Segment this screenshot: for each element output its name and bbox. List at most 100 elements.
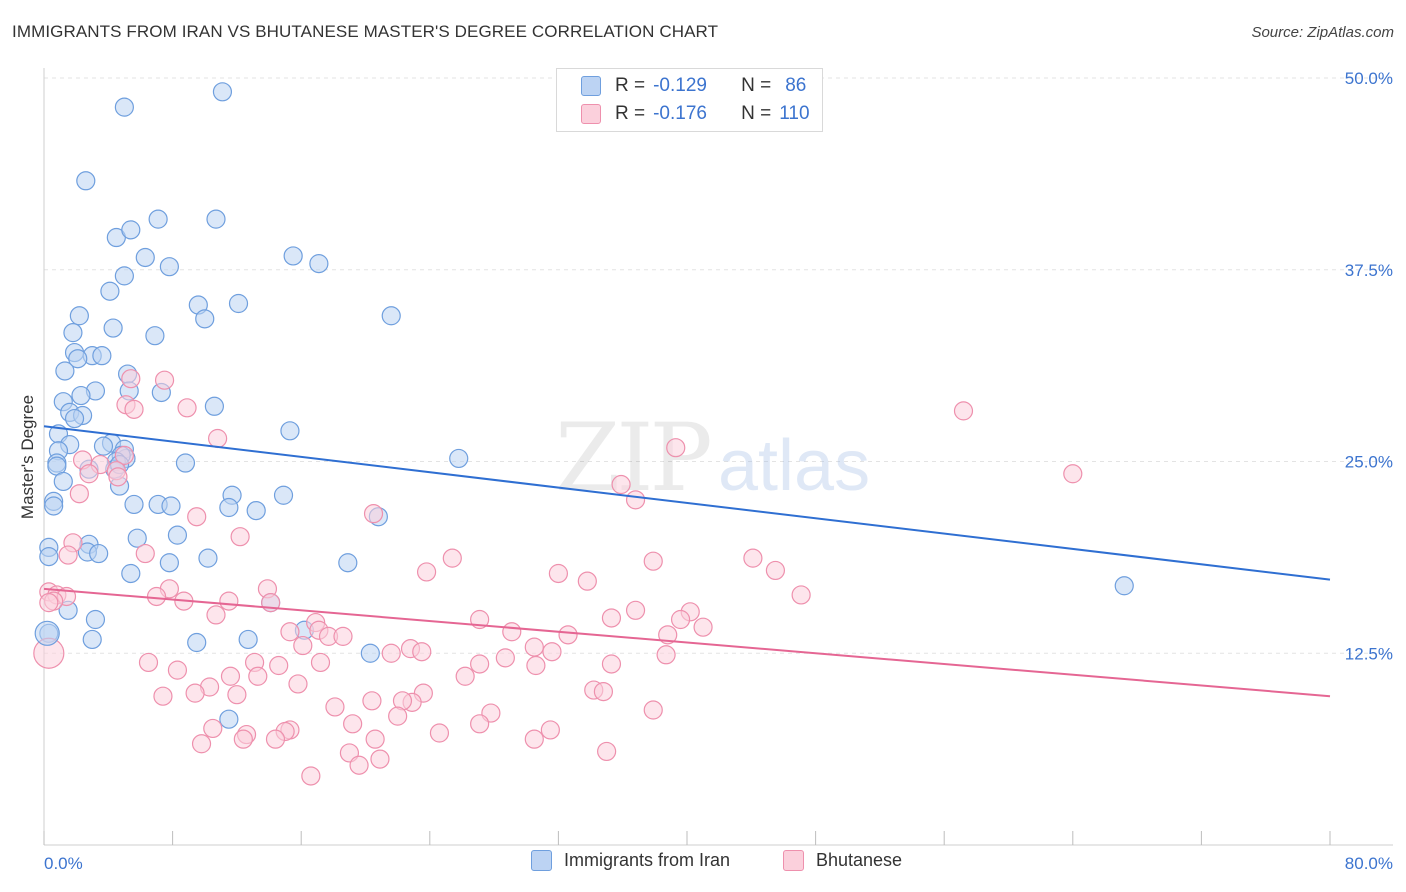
bhutanese-point bbox=[135, 543, 155, 564]
iran-point bbox=[124, 494, 144, 515]
bhutanese-point bbox=[548, 563, 569, 584]
iran-point bbox=[246, 500, 266, 521]
bhutanese-point bbox=[953, 401, 974, 421]
bhutanese-point bbox=[154, 370, 175, 390]
bhutanese-point bbox=[743, 548, 763, 568]
legend-r-label: R = bbox=[615, 103, 646, 124]
watermark: ZIP atlas bbox=[555, 404, 870, 513]
legend-r-label: R = bbox=[615, 75, 646, 96]
bhutanese-point bbox=[187, 507, 207, 527]
iran-point bbox=[92, 346, 112, 366]
iran-point bbox=[204, 396, 224, 416]
bhutanese-point bbox=[429, 723, 450, 743]
bhutanese-point bbox=[153, 686, 173, 706]
source-credit: Source: ZipAtlas.com bbox=[1251, 24, 1394, 41]
axes bbox=[43, 68, 1393, 846]
legend-row-bhutanese: R = -0.176 N = 110 bbox=[581, 101, 810, 127]
bhutanese-point bbox=[381, 643, 401, 663]
y-tick-label: 12.5% bbox=[1345, 644, 1393, 663]
iran-point bbox=[148, 209, 168, 229]
iran-point bbox=[114, 97, 134, 117]
bhutanese-point bbox=[248, 666, 268, 686]
iran-point bbox=[280, 421, 300, 441]
bhutanese-point bbox=[363, 504, 384, 524]
legend-swatch-iran bbox=[581, 76, 601, 96]
bottom-legend-label-iran: Immigrants from Iran bbox=[564, 850, 731, 870]
bhutanese-point bbox=[470, 714, 490, 734]
bhutanese-point bbox=[206, 605, 226, 625]
bhutanese-point bbox=[416, 562, 437, 582]
iran-point bbox=[309, 254, 329, 274]
bhutanese-point bbox=[108, 467, 128, 487]
watermark-atlas: atlas bbox=[718, 426, 870, 506]
iran-point bbox=[238, 629, 258, 650]
legend-r-value: -0.129 bbox=[653, 75, 707, 96]
legend-n-label: N = bbox=[741, 103, 772, 124]
iran-point bbox=[76, 171, 96, 191]
bhutanese-point bbox=[79, 464, 99, 484]
bhutanese-point bbox=[597, 741, 617, 762]
bhutanese-point bbox=[177, 398, 197, 418]
bhutanese-point bbox=[412, 642, 432, 662]
x-tick-label: 80.0% bbox=[1345, 854, 1393, 873]
bhutanese-point bbox=[219, 591, 239, 611]
iran-point bbox=[175, 453, 196, 473]
bhutanese-point bbox=[388, 706, 408, 726]
iran-point bbox=[161, 496, 181, 516]
bhutanese-point bbox=[365, 729, 385, 749]
bhutanese-point bbox=[455, 666, 475, 686]
bhutanese-point bbox=[791, 585, 811, 605]
iran-point bbox=[167, 525, 188, 545]
bhutanese-point bbox=[146, 586, 167, 607]
bhutanese-point bbox=[1063, 464, 1083, 484]
bhutanese-point bbox=[58, 545, 78, 565]
bhutanese-point bbox=[203, 718, 223, 739]
bhutanese-point bbox=[611, 474, 631, 495]
bhutanese-point bbox=[310, 652, 331, 673]
legend-n-value: 110 bbox=[779, 103, 810, 124]
iran-point bbox=[39, 547, 59, 567]
axis-labels: 12.5% 25.0% 37.5% 50.0% 0.0% 80.0% Master's De… bbox=[18, 69, 1393, 873]
bhutanese-point bbox=[524, 637, 544, 657]
iran-point bbox=[159, 553, 179, 573]
iran-point bbox=[68, 349, 88, 369]
iran-point bbox=[338, 553, 358, 573]
bhutanese-point bbox=[540, 720, 560, 740]
trend-lines bbox=[43, 425, 1331, 698]
iran-point bbox=[212, 82, 233, 102]
bhutanese-point bbox=[502, 622, 522, 642]
bhutanese-point bbox=[280, 622, 300, 642]
bhutanese-point bbox=[343, 714, 363, 734]
iran-point bbox=[89, 543, 109, 564]
y-tick-label: 25.0% bbox=[1345, 453, 1393, 472]
iran-point bbox=[53, 471, 73, 492]
bhutanese-point bbox=[765, 560, 786, 581]
bhutanese-point bbox=[656, 645, 676, 665]
bhutanese-point bbox=[191, 734, 212, 754]
iran-point bbox=[1114, 576, 1134, 596]
bhutanese-point bbox=[39, 593, 59, 613]
bhutanese-point bbox=[470, 654, 490, 674]
iran-point bbox=[82, 629, 102, 650]
iran-trend-line bbox=[43, 425, 1331, 581]
bhutanese-point bbox=[269, 655, 289, 676]
bhutanese-point bbox=[124, 399, 144, 419]
bhutanese-point bbox=[230, 527, 250, 547]
iran-point bbox=[206, 209, 226, 229]
bhutanese-point bbox=[69, 484, 89, 504]
legend-swatch-bhutanese bbox=[581, 104, 601, 124]
iran-point bbox=[85, 609, 106, 630]
iran-point bbox=[100, 281, 120, 301]
iran-point bbox=[195, 309, 215, 329]
bhutanese-point bbox=[625, 490, 646, 510]
iran-point bbox=[219, 497, 239, 518]
bhutanese-point bbox=[301, 766, 321, 786]
iran-point bbox=[360, 643, 380, 663]
bhutanese-point bbox=[362, 691, 382, 711]
bhutanese-point bbox=[227, 685, 247, 705]
bhutanese-point bbox=[114, 445, 134, 465]
bhutanese-point bbox=[349, 755, 369, 775]
iran-point bbox=[283, 246, 303, 266]
iran-point bbox=[187, 632, 207, 653]
